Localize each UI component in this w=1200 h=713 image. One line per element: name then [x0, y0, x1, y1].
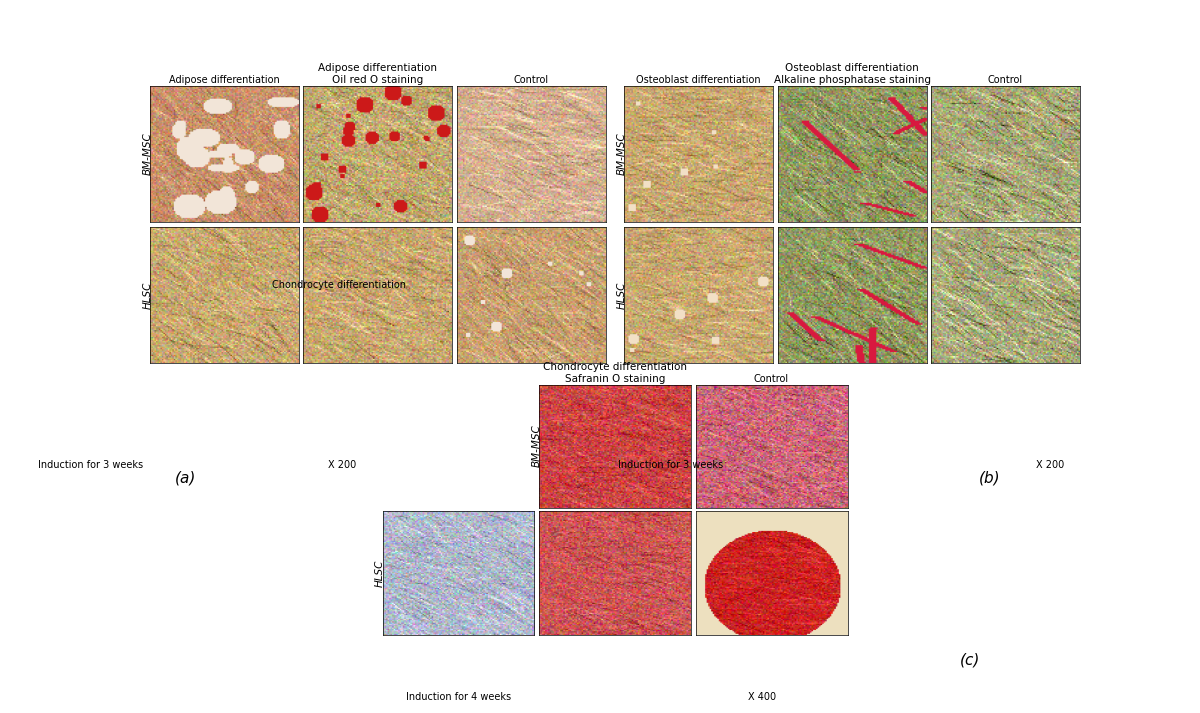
Y-axis label: HLSC: HLSC	[617, 281, 626, 309]
Title: Control: Control	[988, 75, 1024, 85]
Text: Induction for 3 weeks: Induction for 3 weeks	[38, 460, 144, 470]
Title: Adipose differentiation
Oil red O staining: Adipose differentiation Oil red O staini…	[318, 63, 438, 85]
Title: Control: Control	[754, 374, 790, 384]
Text: (b): (b)	[979, 471, 1001, 486]
Text: (a): (a)	[175, 471, 197, 486]
Text: Induction for 3 weeks: Induction for 3 weeks	[618, 460, 724, 470]
Y-axis label: BM-MSC: BM-MSC	[143, 133, 152, 175]
Title: Osteoblast differentiation
Alkaline phosphatase staining: Osteoblast differentiation Alkaline phos…	[774, 63, 930, 85]
Title: Control: Control	[514, 75, 548, 85]
Text: Chondrocyte differentiation: Chondrocyte differentiation	[271, 280, 406, 290]
Y-axis label: BM-MSC: BM-MSC	[532, 425, 541, 468]
Text: (c): (c)	[960, 652, 980, 667]
Title: Osteoblast differentiation: Osteoblast differentiation	[636, 75, 761, 85]
Title: Chondrocyte differentiation
Safranin O staining: Chondrocyte differentiation Safranin O s…	[542, 362, 686, 384]
Text: X 200: X 200	[328, 460, 356, 470]
Text: X 400: X 400	[748, 692, 776, 702]
Y-axis label: HLSC: HLSC	[143, 281, 152, 309]
Y-axis label: BM-MSC: BM-MSC	[617, 133, 626, 175]
Title: Adipose differentiation: Adipose differentiation	[169, 75, 280, 85]
Text: Induction for 4 weeks: Induction for 4 weeks	[406, 692, 511, 702]
Text: X 200: X 200	[1036, 460, 1064, 470]
Y-axis label: HLSC: HLSC	[374, 559, 385, 587]
